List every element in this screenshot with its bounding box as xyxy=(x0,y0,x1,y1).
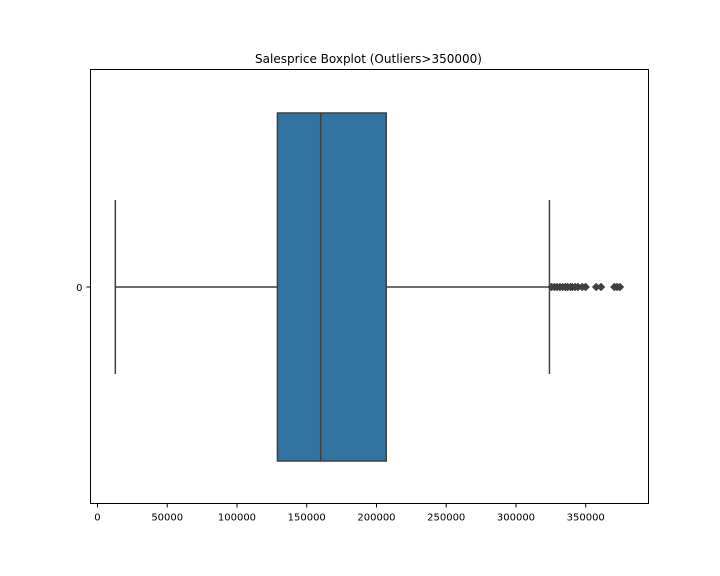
x-tick-label: 150000 xyxy=(288,513,326,524)
outlier-point xyxy=(596,282,606,292)
x-tick-label: 300000 xyxy=(497,513,535,524)
iqr-box xyxy=(276,112,387,462)
x-tick-label: 250000 xyxy=(427,513,465,524)
chart-marks: 0 50000 100000 150000 200000 250000 300000 3500… xyxy=(76,112,625,524)
x-tick-label: 0 xyxy=(94,513,100,524)
x-tick-label: 350000 xyxy=(567,513,605,524)
x-tick-label: 100000 xyxy=(218,513,256,524)
chart-title: Salesprice Boxplot (Outliers>350000) xyxy=(255,52,482,66)
x-tick-label: 50000 xyxy=(151,513,183,524)
y-tick-label: 0 xyxy=(76,283,82,294)
outlier-point xyxy=(615,282,625,292)
x-tick-label: 200000 xyxy=(357,513,395,524)
outlier-point xyxy=(581,282,591,292)
